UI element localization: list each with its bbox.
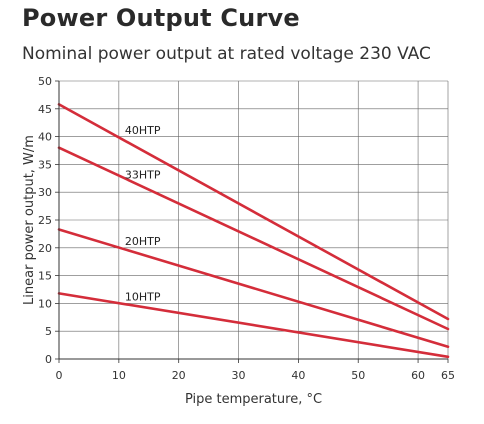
chart-subtitle: Nominal power output at rated voltage 23… xyxy=(22,44,431,64)
x-tick-label: 40 xyxy=(291,369,305,382)
y-tick-label: 20 xyxy=(38,242,52,255)
grid xyxy=(58,80,449,360)
y-tick-label: 35 xyxy=(38,158,52,171)
y-tick-label: 30 xyxy=(38,186,52,199)
y-tick-label: 50 xyxy=(38,75,52,88)
series-line-10htp xyxy=(57,292,450,359)
series-line-40htp xyxy=(57,103,450,321)
x-tick-label: 65 xyxy=(441,369,455,382)
x-tick-label: 50 xyxy=(351,369,365,382)
series-label-20htp: 20HTP xyxy=(125,235,161,248)
series-label-33htp: 33HTP xyxy=(125,168,161,181)
y-tick-label: 40 xyxy=(38,131,52,144)
x-tick-label: 20 xyxy=(172,369,186,382)
chart-title: Power Output Curve xyxy=(22,4,300,32)
series-lines xyxy=(57,103,450,359)
y-tick-label: 15 xyxy=(38,270,52,283)
series-labels: 40HTP 33HTP 20HTP 10HTP xyxy=(125,124,161,304)
y-tick-label: 0 xyxy=(45,353,52,366)
y-tick-label: 45 xyxy=(38,103,52,116)
x-tick-label: 30 xyxy=(232,369,246,382)
axes: 0 10 20 30 40 50 60 65 0 5 10 15 20 25 30 35 40 45 50 xyxy=(38,75,455,382)
y-tick-label: 10 xyxy=(38,297,52,310)
series-label-40htp: 40HTP xyxy=(125,124,161,137)
y-tick-label: 5 xyxy=(45,325,52,338)
y-tick-label: 25 xyxy=(38,214,52,227)
x-tick-label: 60 xyxy=(411,369,425,382)
y-axis-label: Linear power output, W/m xyxy=(22,135,37,305)
series-line-20htp xyxy=(57,228,450,349)
x-axis-label: Pipe temperature, °C xyxy=(185,392,322,407)
x-tick-label: 10 xyxy=(112,369,126,382)
x-tick-label: 0 xyxy=(56,369,63,382)
series-label-10htp: 10HTP xyxy=(125,291,161,304)
series-line-33htp xyxy=(57,146,450,331)
